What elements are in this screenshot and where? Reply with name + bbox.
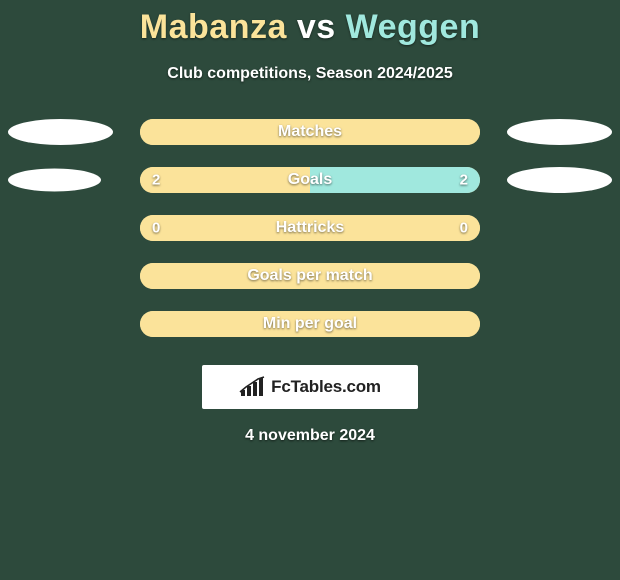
stat-bar: 22Goals <box>140 167 480 193</box>
bar-fill-right <box>310 263 480 289</box>
player2-name: Weggen <box>346 8 481 46</box>
bar-fill-right <box>310 311 480 337</box>
stat-bar: Min per goal <box>140 311 480 337</box>
left-ellipse <box>8 119 113 145</box>
stat-row: 22Goals <box>0 167 620 193</box>
stats-rows: Matches22Goals00HattricksGoals per match… <box>0 119 620 337</box>
bar-fill-left <box>140 119 310 145</box>
bar-fill-left <box>140 263 310 289</box>
stat-right-value: 2 <box>460 172 468 189</box>
vs-separator: vs <box>297 8 336 46</box>
page-title: Mabanza vs Weggen <box>0 0 620 47</box>
stat-bar: 00Hattricks <box>140 215 480 241</box>
footer-date: 4 november 2024 <box>0 427 620 445</box>
bar-fill-left <box>140 311 310 337</box>
stat-bar: Goals per match <box>140 263 480 289</box>
bar-fill-right <box>310 167 480 193</box>
right-ellipse <box>507 119 612 145</box>
stat-row: Goals per match <box>0 263 620 289</box>
left-ellipse <box>8 168 101 191</box>
stat-row: 00Hattricks <box>0 215 620 241</box>
stat-row: Matches <box>0 119 620 145</box>
subtitle: Club competitions, Season 2024/2025 <box>0 65 620 83</box>
bar-fill-right <box>310 215 480 241</box>
bar-fill-left <box>140 167 310 193</box>
right-ellipse <box>507 167 612 193</box>
stat-left-value: 2 <box>152 172 160 189</box>
player1-name: Mabanza <box>140 8 287 46</box>
brand-text: FcTables.com <box>271 377 381 397</box>
stat-row: Min per goal <box>0 311 620 337</box>
stat-left-value: 0 <box>152 220 160 237</box>
bar-fill-right <box>310 119 480 145</box>
brand-badge: FcTables.com <box>202 365 418 409</box>
stat-right-value: 0 <box>460 220 468 237</box>
brand-chart-icon <box>239 376 265 398</box>
bar-fill-left <box>140 215 310 241</box>
stat-bar: Matches <box>140 119 480 145</box>
